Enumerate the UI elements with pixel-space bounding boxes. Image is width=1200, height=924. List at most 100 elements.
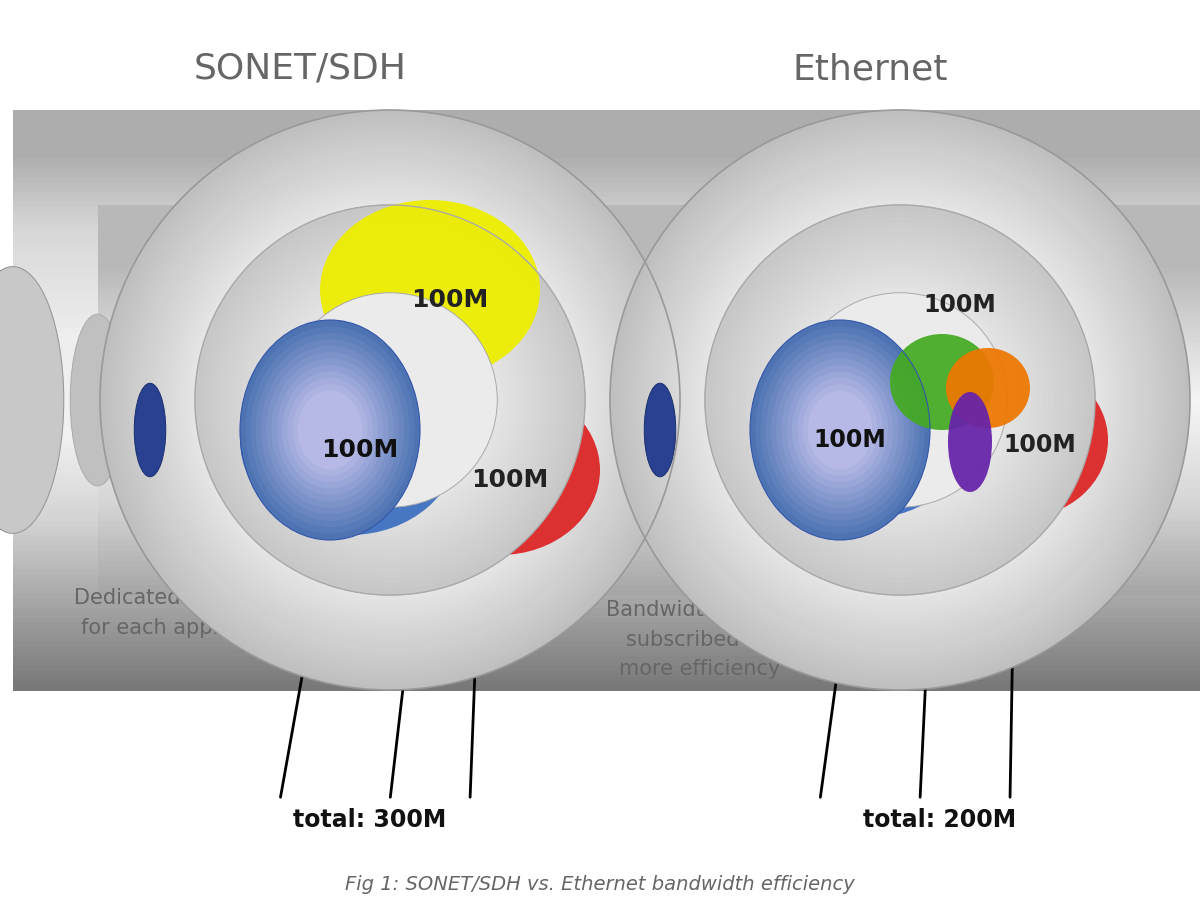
Bar — [150, 430, 394, 434]
Ellipse shape — [614, 115, 1186, 686]
Bar — [97, 278, 692, 284]
Bar — [150, 437, 394, 442]
Bar — [97, 458, 692, 464]
Text: 100M: 100M — [322, 438, 398, 462]
Bar — [13, 144, 875, 150]
Bar — [607, 308, 1200, 313]
Bar — [607, 229, 1200, 235]
Bar — [523, 647, 1200, 652]
Bar — [523, 395, 1200, 401]
Ellipse shape — [300, 250, 460, 390]
Bar — [523, 125, 1200, 130]
Bar — [523, 153, 1200, 159]
Bar — [13, 139, 875, 145]
Ellipse shape — [787, 286, 1013, 513]
Bar — [607, 351, 1200, 357]
Ellipse shape — [212, 223, 568, 578]
Bar — [523, 207, 1200, 213]
Bar — [523, 686, 1200, 691]
Bar — [660, 441, 904, 445]
Bar — [523, 376, 1200, 382]
Bar — [13, 207, 875, 213]
Bar — [97, 346, 692, 352]
Bar — [150, 507, 394, 512]
Bar — [97, 522, 692, 528]
Bar — [660, 430, 904, 434]
Bar — [660, 401, 904, 405]
Ellipse shape — [716, 217, 1084, 583]
Bar — [97, 376, 692, 382]
Bar — [523, 535, 1200, 541]
Ellipse shape — [224, 235, 556, 565]
Bar — [97, 565, 692, 571]
Bar — [97, 214, 692, 221]
Bar — [97, 205, 692, 211]
Bar — [97, 293, 692, 298]
Bar — [13, 623, 875, 628]
Bar — [523, 666, 1200, 672]
Bar — [13, 212, 875, 217]
Ellipse shape — [172, 181, 608, 619]
Bar — [150, 386, 394, 391]
Bar — [607, 274, 1200, 279]
Bar — [523, 250, 1200, 256]
Text: 100M: 100M — [412, 288, 488, 312]
Bar — [523, 236, 1200, 241]
Ellipse shape — [662, 163, 1138, 638]
Bar — [607, 527, 1200, 532]
Bar — [13, 598, 875, 603]
Bar — [13, 381, 875, 386]
Bar — [13, 313, 875, 319]
Bar — [13, 129, 875, 135]
Bar — [607, 556, 1200, 562]
Ellipse shape — [191, 201, 589, 600]
Bar — [660, 394, 904, 398]
Bar — [13, 578, 875, 585]
Bar — [150, 441, 394, 445]
Bar — [13, 240, 875, 246]
Ellipse shape — [682, 181, 1118, 619]
Bar — [523, 216, 1200, 222]
Bar — [13, 632, 875, 638]
Ellipse shape — [293, 384, 367, 476]
Bar — [523, 541, 1200, 546]
Bar — [660, 368, 904, 372]
Bar — [660, 353, 904, 358]
Bar — [13, 337, 875, 343]
Bar — [13, 236, 875, 241]
Bar — [97, 288, 692, 294]
Ellipse shape — [803, 384, 877, 476]
Bar — [13, 352, 875, 358]
Ellipse shape — [266, 352, 394, 508]
Bar — [97, 342, 692, 347]
Bar — [607, 254, 1200, 260]
Bar — [660, 500, 904, 505]
Bar — [150, 492, 394, 497]
Bar — [660, 426, 904, 431]
Ellipse shape — [634, 134, 1166, 666]
Bar — [97, 385, 692, 391]
Bar — [607, 342, 1200, 347]
Bar — [660, 536, 904, 541]
Bar — [523, 429, 1200, 434]
Bar — [13, 289, 875, 295]
Bar — [13, 424, 875, 430]
Bar — [523, 390, 1200, 396]
Bar — [150, 511, 394, 516]
Bar — [13, 303, 875, 309]
Bar — [523, 357, 1200, 362]
Bar — [523, 274, 1200, 280]
Bar — [660, 379, 904, 383]
Bar — [13, 385, 875, 391]
Bar — [607, 503, 1200, 508]
Bar — [607, 483, 1200, 489]
Bar — [150, 331, 394, 335]
Ellipse shape — [763, 263, 1037, 537]
Ellipse shape — [109, 119, 671, 680]
Bar — [607, 249, 1200, 254]
Bar — [150, 463, 394, 468]
Bar — [13, 322, 875, 328]
Bar — [13, 651, 875, 657]
Bar — [97, 551, 692, 557]
Bar — [97, 244, 692, 249]
